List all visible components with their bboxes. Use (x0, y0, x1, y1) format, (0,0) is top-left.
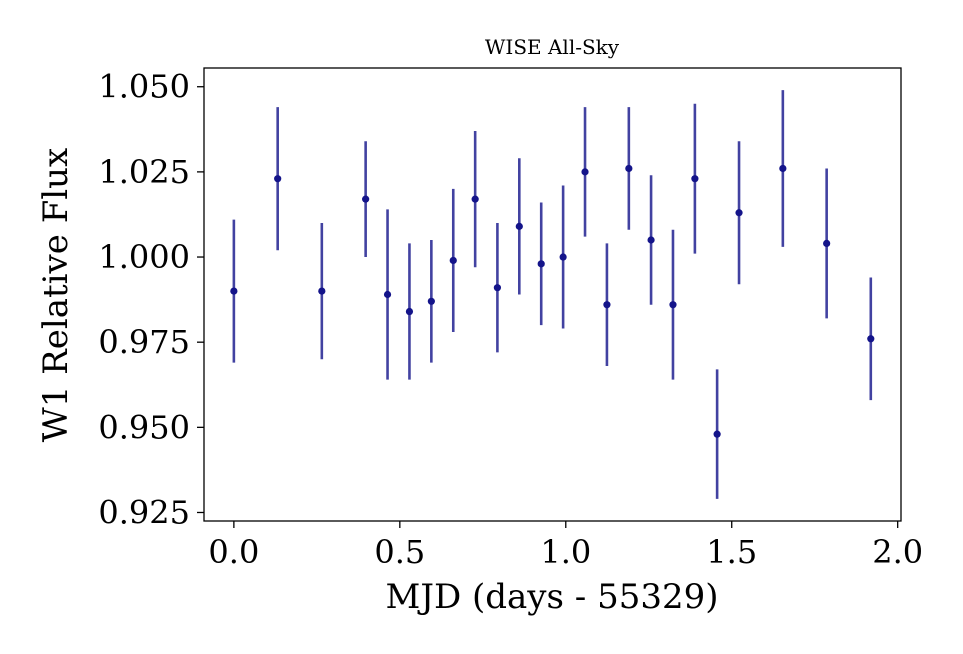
y-tick-label: 0.950 (98, 408, 190, 446)
data-point (647, 236, 655, 244)
y-tick-label: 0.975 (98, 323, 190, 361)
y-axis-label: W1 Relative Flux (36, 148, 76, 442)
data-point (515, 222, 523, 230)
data-point (449, 256, 457, 265)
data-point (471, 195, 479, 203)
data-point (493, 284, 502, 292)
data-point (691, 175, 699, 183)
data-points (230, 90, 875, 499)
data-point (625, 164, 633, 173)
data-point (274, 175, 282, 183)
data-point (735, 209, 743, 217)
x-axis-label: MJD (days - 55329) (386, 577, 719, 617)
y-axis: 0.925 0.950 0.975 1.000 1.025 1.050 (98, 68, 204, 531)
x-tick-label: 1.5 (706, 533, 757, 571)
data-point (405, 307, 414, 316)
y-tick-label: 1.000 (98, 238, 190, 276)
x-tick-label: 1.0 (540, 533, 591, 571)
data-point (603, 301, 611, 309)
data-point (669, 301, 677, 309)
data-point (537, 260, 545, 268)
data-point (318, 287, 326, 295)
data-point (383, 290, 392, 299)
x-tick-label: 0.5 (374, 533, 425, 571)
y-tick-label: 1.050 (98, 68, 190, 106)
data-point (559, 253, 567, 261)
data-point (713, 430, 721, 438)
x-tick-label: 2.0 (872, 533, 923, 571)
data-point (230, 287, 238, 295)
plot-frame (203, 67, 902, 522)
y-tick-label: 1.025 (98, 153, 190, 191)
chart-title: WISE All-Sky (485, 35, 620, 59)
x-tick-label: 0.0 (208, 533, 259, 571)
data-point (823, 239, 831, 248)
x-axis: 0.0 0.5 1.0 1.5 2.0 (208, 521, 923, 571)
y-tick-label: 0.925 (98, 493, 190, 531)
data-point (867, 335, 875, 343)
data-point (581, 168, 589, 176)
data-point (779, 164, 787, 173)
data-point (427, 297, 435, 305)
data-point (362, 195, 370, 203)
